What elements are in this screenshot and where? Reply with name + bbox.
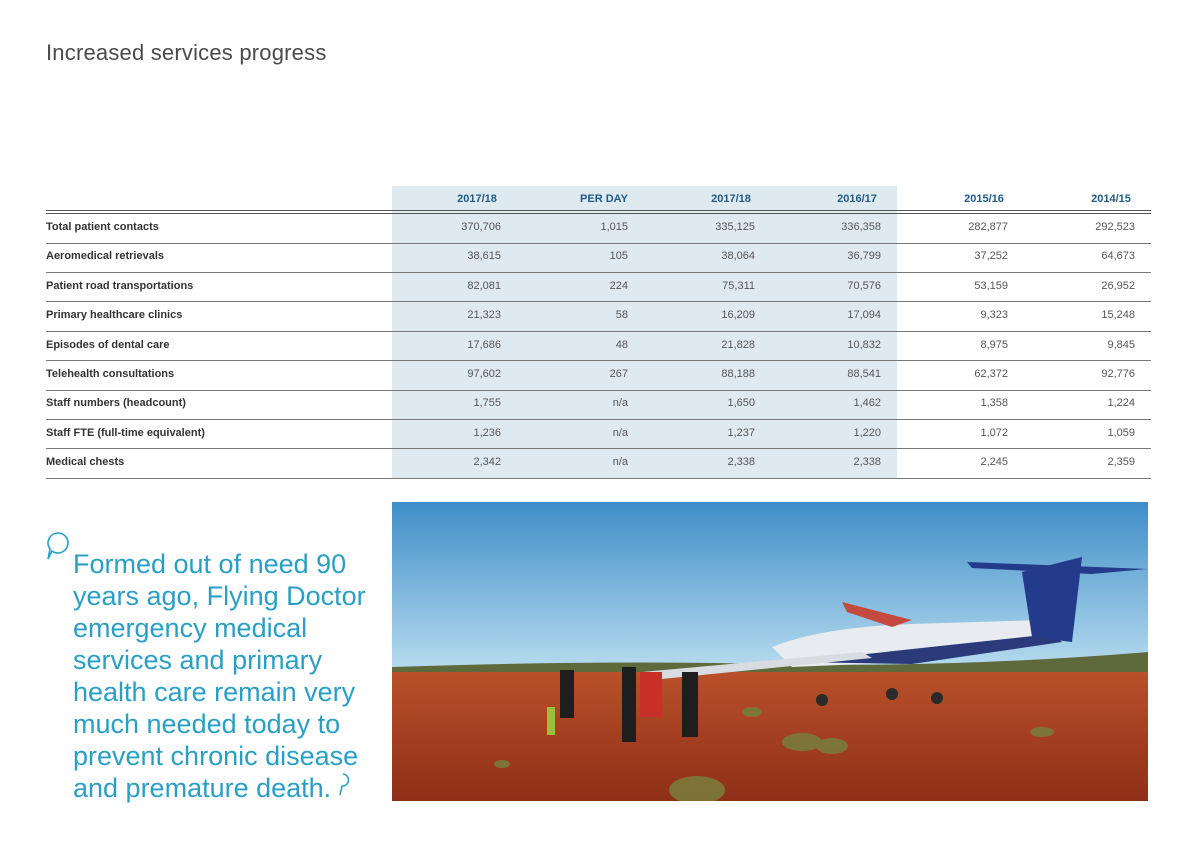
table-cell: n/a [612,456,628,469]
quote-line: emergency medical [73,613,308,643]
table-cell: 1,237 [727,426,755,439]
row-rule [46,330,1151,332]
table-cell: 75,311 [722,279,755,292]
table-cell: 16,209 [721,309,755,322]
table-shading [392,186,897,478]
table-cell: 92,776 [1101,368,1135,380]
table-cell: 38,064 [721,250,755,263]
table-cell: 1,059 [1107,426,1135,439]
row-label: Aeromedical retrievals [46,250,165,263]
quote-line: Formed out of need 90 [73,549,347,579]
table-cell: 1,650 [727,397,755,410]
row-label: Total patient contacts [46,221,159,233]
table-cell: 1,236 [473,426,501,439]
table-cell: 1,220 [853,426,881,439]
table-cell: 58 [615,309,628,322]
table-cell: 370,706 [461,221,501,233]
table-cell: 1,462 [853,397,881,410]
header-rule [46,213,1151,214]
quote-line: prevent chronic disease [73,741,359,771]
table-cell: 1,755 [473,397,501,410]
row-rule [46,360,1151,362]
table-cell: 17,094 [847,309,881,322]
header-rule [46,210,1151,211]
table-cell: 88,541 [847,368,881,380]
quote-open-icon [47,532,69,560]
pull-quote: Formed out of need 90 years ago, Flying D… [73,548,366,804]
table-cell: 9,323 [980,309,1008,322]
table-cell: 26,952 [1101,279,1135,292]
table-cell: 224 [609,279,628,292]
row-label: Staff FTE (full-time equivalent) [46,426,205,439]
table-cell: 62,372 [974,368,1008,380]
page-title: Increased services progress [46,40,327,65]
table-cell: 1,358 [980,397,1008,410]
row-label: Telehealth consultations [46,368,175,380]
table-cell: 38,615 [467,250,501,263]
column-header: PER DAY [580,193,628,205]
row-label: Episodes of dental care [46,338,170,351]
table-cell: 8,975 [980,338,1008,351]
table-cell: 88,188 [721,368,755,380]
row-label: Medical chests [46,456,125,469]
row-rule [46,301,1151,303]
table-cell: 335,125 [715,221,755,233]
table-cell: 53,159 [974,279,1008,292]
quote-line: years ago, Flying Doctor [73,581,366,611]
table-cell: 105 [609,250,628,263]
column-header: 2015/16 [964,193,1004,205]
table-cell: 21,323 [467,309,501,322]
table-cell: 82,081 [467,279,501,292]
table-cell: 1,015 [600,221,628,233]
quote-line: health care remain very [73,677,356,707]
table-cell: 9,845 [1107,338,1135,351]
row-rule [46,389,1151,391]
row-label: Primary healthcare clinics [46,309,183,322]
table-cell: 292,523 [1095,221,1135,233]
column-header: 2017/18 [457,193,497,205]
column-header: 2014/15 [1091,193,1131,205]
table-cell: 336,358 [841,221,881,233]
table-cell: 37,252 [974,250,1008,263]
row-rule [46,271,1151,273]
row-rule [46,477,1151,479]
quote-line: and premature death. [73,772,366,804]
table-cell: 15,248 [1101,309,1135,322]
table-cell: 1,072 [980,426,1008,439]
table-cell: 48 [615,338,628,351]
table-cell: 2,245 [980,456,1008,469]
table-cell: 64,673 [1101,250,1135,263]
table-cell: n/a [612,397,628,410]
row-label: Patient road transportations [46,279,194,292]
table-cell: 10,832 [847,338,881,351]
table-cell: 2,338 [727,456,755,469]
table-cell: 2,359 [1107,456,1135,469]
column-header: 2016/17 [837,193,877,205]
photo [392,502,1148,801]
table-cell: 282,877 [968,221,1008,233]
quote-close-icon [339,773,350,796]
table-cell: 1,224 [1107,397,1135,410]
table-cell: 2,338 [853,456,881,469]
table-cell: n/a [612,426,628,439]
table-cell: 2,342 [473,456,501,469]
table-cell: 97,602 [467,368,501,380]
table-cell: 21,828 [721,338,755,351]
column-header: 2017/18 [711,193,751,205]
table-cell: 267 [609,368,628,380]
row-rule [46,418,1151,420]
table-cell: 70,576 [847,279,881,292]
table-cell: 36,799 [847,250,881,263]
row-label: Staff numbers (headcount) [46,397,186,410]
quote-line: much needed today to [73,709,341,739]
quote-line: services and primary [73,645,323,675]
row-rule [46,242,1151,244]
table-cell: 17,686 [467,338,501,351]
row-rule [46,448,1151,450]
